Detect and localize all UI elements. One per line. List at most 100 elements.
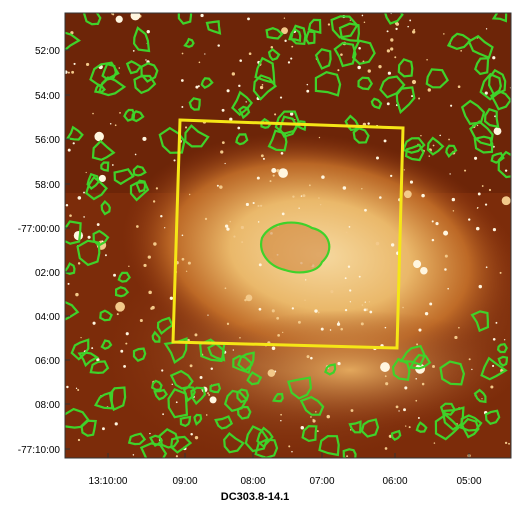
contour bbox=[401, 137, 426, 154]
star bbox=[113, 273, 116, 277]
star bbox=[291, 45, 294, 48]
star bbox=[488, 188, 492, 192]
star bbox=[199, 375, 203, 379]
contour bbox=[188, 97, 201, 111]
star bbox=[464, 169, 467, 172]
star bbox=[395, 27, 398, 31]
contour bbox=[158, 427, 180, 449]
contour bbox=[404, 143, 425, 162]
star bbox=[306, 355, 310, 359]
star bbox=[125, 342, 128, 345]
star bbox=[87, 235, 91, 239]
contour bbox=[177, 13, 193, 25]
contour bbox=[153, 388, 169, 401]
star bbox=[284, 39, 287, 43]
contour bbox=[425, 68, 449, 89]
contour bbox=[254, 438, 279, 458]
contour bbox=[490, 152, 505, 164]
star bbox=[261, 84, 264, 86]
contour bbox=[115, 286, 130, 298]
star bbox=[431, 220, 434, 223]
contour bbox=[129, 181, 150, 202]
contour bbox=[133, 74, 157, 95]
contour bbox=[140, 62, 159, 83]
contour bbox=[272, 392, 284, 403]
contour bbox=[65, 125, 84, 141]
star bbox=[415, 378, 417, 380]
star bbox=[146, 29, 150, 34]
x-tick-label: 08:00 bbox=[240, 476, 265, 487]
star bbox=[114, 124, 117, 127]
star bbox=[310, 416, 312, 418]
contour bbox=[314, 71, 342, 97]
star bbox=[69, 214, 72, 217]
star bbox=[321, 175, 325, 179]
star bbox=[125, 332, 129, 336]
star bbox=[171, 383, 173, 386]
star bbox=[499, 271, 502, 274]
star bbox=[407, 25, 409, 28]
star bbox=[394, 22, 398, 25]
contour bbox=[70, 338, 90, 361]
star bbox=[363, 21, 366, 24]
star bbox=[375, 241, 380, 246]
star bbox=[319, 203, 322, 206]
star bbox=[142, 136, 147, 141]
star bbox=[220, 150, 224, 154]
star bbox=[194, 435, 199, 440]
star bbox=[427, 88, 431, 92]
contour bbox=[395, 86, 416, 115]
star bbox=[224, 162, 226, 165]
y-tick-label: 06:00 bbox=[35, 356, 60, 367]
star bbox=[169, 296, 174, 300]
star bbox=[245, 101, 247, 103]
contour bbox=[351, 39, 376, 65]
star bbox=[361, 304, 364, 306]
star bbox=[390, 47, 394, 51]
star bbox=[337, 321, 340, 323]
star bbox=[194, 333, 198, 337]
star bbox=[394, 56, 397, 59]
star bbox=[279, 96, 283, 99]
star bbox=[302, 194, 306, 198]
star bbox=[77, 388, 80, 391]
star bbox=[248, 52, 252, 56]
star bbox=[197, 85, 200, 88]
star bbox=[274, 113, 277, 116]
star bbox=[403, 408, 406, 412]
contour bbox=[190, 386, 207, 406]
y-tick-label: 52:00 bbox=[35, 46, 60, 57]
contour bbox=[246, 371, 263, 386]
contour bbox=[390, 429, 402, 442]
star bbox=[429, 302, 433, 306]
star bbox=[346, 455, 349, 458]
star bbox=[492, 337, 496, 341]
contour bbox=[65, 300, 80, 321]
star bbox=[224, 224, 229, 228]
star bbox=[492, 56, 496, 60]
star bbox=[344, 277, 347, 280]
star bbox=[226, 322, 230, 325]
x-tick-label: 05:00 bbox=[456, 476, 481, 487]
star bbox=[494, 115, 497, 118]
star bbox=[460, 49, 463, 52]
contour bbox=[179, 415, 192, 428]
star bbox=[476, 124, 479, 127]
contour bbox=[236, 406, 252, 420]
contour bbox=[484, 409, 501, 426]
star bbox=[155, 187, 159, 190]
contour bbox=[80, 419, 97, 437]
star bbox=[152, 200, 156, 203]
star bbox=[67, 71, 70, 74]
contour bbox=[86, 172, 100, 190]
star bbox=[368, 301, 371, 303]
star bbox=[380, 362, 390, 372]
star bbox=[360, 322, 364, 326]
contour bbox=[65, 220, 82, 245]
star bbox=[481, 398, 483, 400]
contour bbox=[150, 379, 163, 391]
star bbox=[504, 441, 508, 445]
star bbox=[143, 263, 147, 268]
contour bbox=[232, 354, 253, 375]
